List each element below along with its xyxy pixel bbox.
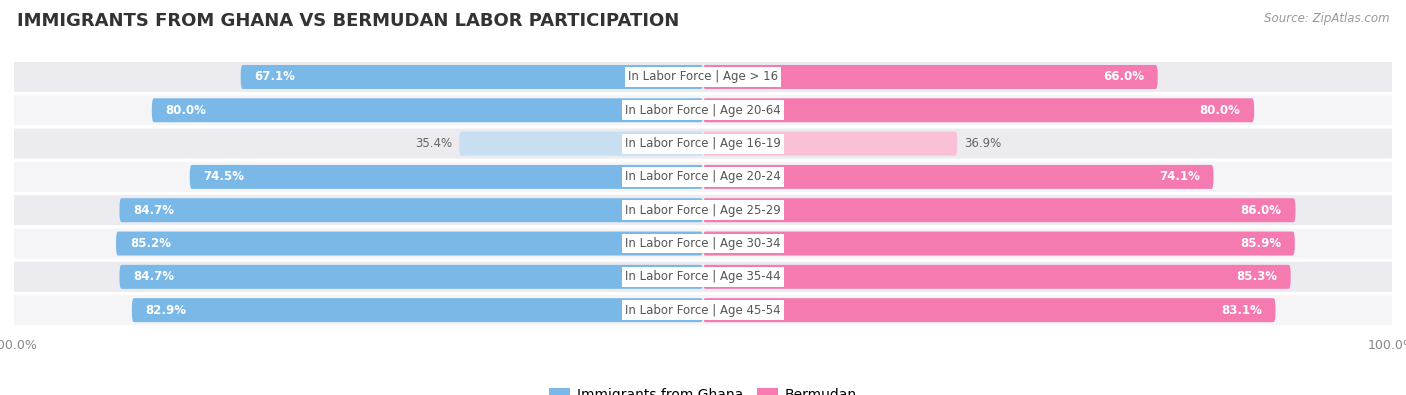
FancyBboxPatch shape: [14, 262, 1392, 292]
Text: In Labor Force | Age 30-34: In Labor Force | Age 30-34: [626, 237, 780, 250]
FancyBboxPatch shape: [703, 98, 1254, 122]
FancyBboxPatch shape: [703, 298, 1275, 322]
Text: 82.9%: 82.9%: [146, 304, 187, 317]
Text: 66.0%: 66.0%: [1102, 70, 1144, 83]
FancyBboxPatch shape: [14, 195, 1392, 225]
Text: 85.3%: 85.3%: [1236, 270, 1277, 283]
Text: 35.4%: 35.4%: [415, 137, 453, 150]
FancyBboxPatch shape: [703, 231, 1295, 256]
Text: 85.2%: 85.2%: [129, 237, 170, 250]
FancyBboxPatch shape: [14, 62, 1392, 92]
FancyBboxPatch shape: [190, 165, 703, 189]
Text: 74.1%: 74.1%: [1159, 170, 1199, 183]
Text: 83.1%: 83.1%: [1220, 304, 1261, 317]
Text: In Labor Force | Age 25-29: In Labor Force | Age 25-29: [626, 204, 780, 217]
Text: IMMIGRANTS FROM GHANA VS BERMUDAN LABOR PARTICIPATION: IMMIGRANTS FROM GHANA VS BERMUDAN LABOR …: [17, 12, 679, 30]
Legend: Immigrants from Ghana, Bermudan: Immigrants from Ghana, Bermudan: [550, 388, 856, 395]
FancyBboxPatch shape: [132, 298, 703, 322]
FancyBboxPatch shape: [703, 165, 1213, 189]
FancyBboxPatch shape: [120, 265, 703, 289]
FancyBboxPatch shape: [152, 98, 703, 122]
Text: 80.0%: 80.0%: [166, 104, 207, 117]
Text: In Labor Force | Age 20-24: In Labor Force | Age 20-24: [626, 170, 780, 183]
Text: In Labor Force | Age 16-19: In Labor Force | Age 16-19: [626, 137, 780, 150]
FancyBboxPatch shape: [14, 229, 1392, 258]
Text: 86.0%: 86.0%: [1240, 204, 1282, 217]
FancyBboxPatch shape: [14, 129, 1392, 158]
FancyBboxPatch shape: [14, 295, 1392, 325]
FancyBboxPatch shape: [703, 198, 1295, 222]
Text: In Labor Force | Age 35-44: In Labor Force | Age 35-44: [626, 270, 780, 283]
Text: 84.7%: 84.7%: [134, 270, 174, 283]
Text: 74.5%: 74.5%: [204, 170, 245, 183]
Text: 36.9%: 36.9%: [965, 137, 1001, 150]
FancyBboxPatch shape: [703, 265, 1291, 289]
FancyBboxPatch shape: [14, 95, 1392, 125]
Text: 67.1%: 67.1%: [254, 70, 295, 83]
Text: Source: ZipAtlas.com: Source: ZipAtlas.com: [1264, 12, 1389, 25]
FancyBboxPatch shape: [460, 132, 703, 156]
FancyBboxPatch shape: [120, 198, 703, 222]
Text: 80.0%: 80.0%: [1199, 104, 1240, 117]
Text: 85.9%: 85.9%: [1240, 237, 1281, 250]
FancyBboxPatch shape: [703, 65, 1157, 89]
Text: 84.7%: 84.7%: [134, 204, 174, 217]
FancyBboxPatch shape: [117, 231, 703, 256]
FancyBboxPatch shape: [703, 132, 957, 156]
FancyBboxPatch shape: [240, 65, 703, 89]
FancyBboxPatch shape: [14, 162, 1392, 192]
Text: In Labor Force | Age > 16: In Labor Force | Age > 16: [628, 70, 778, 83]
Text: In Labor Force | Age 20-64: In Labor Force | Age 20-64: [626, 104, 780, 117]
Text: In Labor Force | Age 45-54: In Labor Force | Age 45-54: [626, 304, 780, 317]
